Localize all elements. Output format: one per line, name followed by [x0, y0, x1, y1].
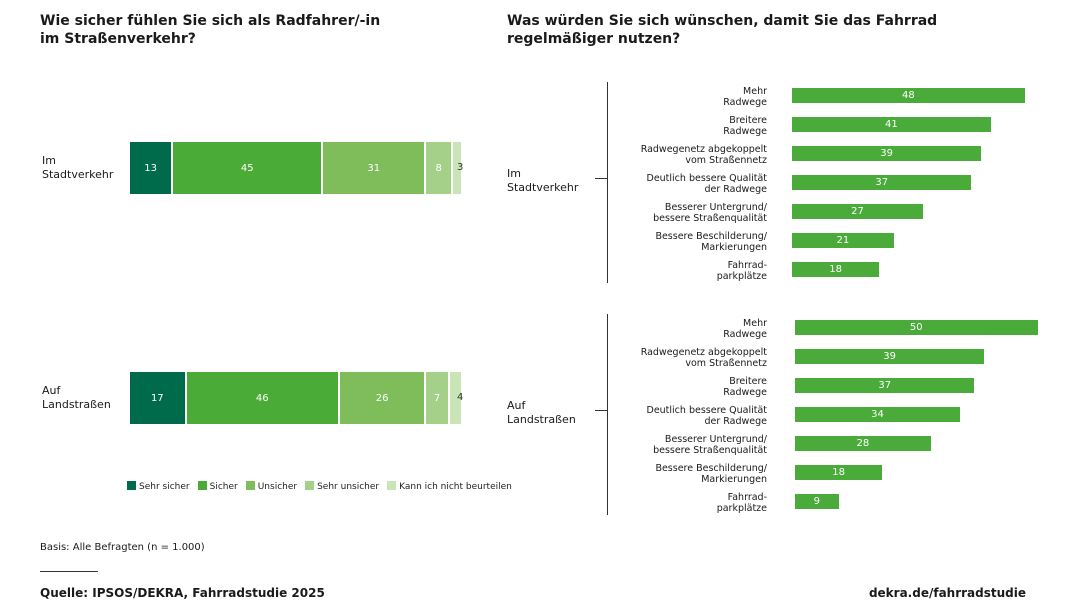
bracket-tick: [595, 410, 607, 411]
bar-segment: [453, 142, 463, 194]
legend-item: Sicher: [197, 481, 238, 492]
bar: 48: [792, 88, 1025, 103]
item-label: Breitere Radwege: [723, 115, 767, 137]
bar: 41: [792, 117, 991, 132]
bar-segment: 46: [186, 372, 340, 424]
right-chart-title: Was würden Sie sich wünschen, damit Sie …: [507, 13, 938, 47]
bar: 37: [795, 378, 975, 393]
bar-segment: 8: [426, 142, 453, 194]
legend-swatch: [305, 481, 315, 490]
left-chart-title: Wie sicher fühlen Sie sich als Radfahrer…: [40, 13, 381, 47]
category-label: Auf Landstraßen: [42, 384, 111, 411]
bar-segment: 45: [173, 142, 324, 194]
basis-note: Basis: Alle Befragten (n = 1.000): [40, 542, 205, 553]
bar-segment: 13: [130, 142, 174, 194]
bar: 34: [795, 407, 960, 422]
bar-segment: [449, 372, 463, 424]
item-label: Fahrrad- parkplätze: [716, 492, 767, 514]
legend-swatch: [127, 481, 136, 490]
legend-label: Sicher: [209, 482, 238, 492]
bar-segment: 7: [426, 372, 450, 424]
item-label: Deutlich bessere Qualität der Radwege: [646, 173, 768, 195]
source-note: Quelle: IPSOS/DEKRA, Fahrradstudie 2025: [40, 586, 325, 600]
bar: 18: [795, 465, 883, 480]
legend-swatch: [387, 481, 397, 490]
legend-label: Unsicher: [257, 482, 298, 492]
item-label: Besserer Untergrund/ bessere Straßenqual…: [653, 202, 767, 224]
bar: 39: [792, 146, 982, 161]
bar: 50: [795, 320, 1038, 335]
legend-label: Sehr sicher: [139, 482, 190, 492]
website-link[interactable]: dekra.de/fahrradstudie: [868, 586, 1026, 600]
bar: 39: [795, 349, 985, 364]
group-bracket: [607, 82, 608, 283]
legend-item: Sehr unsicher: [305, 481, 379, 492]
legend-label: Sehr unsicher: [317, 482, 380, 492]
item-label: Mehr Radwege: [723, 318, 767, 340]
item-label: Bessere Beschilderung/ Markierungen: [655, 463, 767, 485]
legend-swatch: [245, 481, 255, 490]
group-bracket: [607, 314, 608, 515]
bar: 37: [792, 175, 972, 190]
item-label: Radwegenetz abgekoppelt vom Straßennetz: [640, 347, 767, 369]
bar-segment: 31: [323, 142, 427, 194]
bracket-tick: [595, 178, 607, 179]
item-label: Bessere Beschilderung/ Markierungen: [655, 231, 767, 253]
bar-segment: 17: [130, 372, 187, 424]
group-label: Im Stadtverkehr: [507, 167, 579, 194]
item-label: Besserer Untergrund/ bessere Straßenqual…: [653, 434, 767, 456]
item-label: Deutlich bessere Qualität der Radwege: [646, 405, 768, 427]
item-label: Fahrrad- parkplätze: [716, 260, 767, 282]
item-label: Radwegenetz abgekoppelt vom Straßennetz: [640, 144, 767, 166]
legend-item: Sehr sicher: [127, 481, 190, 492]
legend-swatch: [197, 481, 207, 490]
bar: 28: [795, 436, 931, 451]
bar: 18: [792, 262, 880, 277]
legend-item: Kann ich nicht beurteilen: [387, 481, 512, 492]
bar: 27: [792, 204, 923, 219]
bar: 21: [792, 233, 894, 248]
group-label: Auf Landstraßen: [507, 399, 576, 426]
bar: 9: [795, 494, 839, 509]
category-label: Im Stadtverkehr: [42, 154, 114, 181]
legend-item: Unsicher: [245, 481, 298, 492]
legend-label: Kann ich nicht beurteilen: [399, 482, 512, 492]
legend: Sehr sicher Sicher Unsicher Sehr unsicher Ka…: [127, 481, 512, 492]
footer-divider: [40, 571, 98, 572]
data-label: 3: [457, 162, 464, 173]
data-label: 4: [457, 392, 464, 403]
item-label: Breitere Radwege: [723, 376, 767, 398]
item-label: Mehr Radwege: [723, 86, 767, 108]
bar-segment: 26: [339, 372, 427, 424]
